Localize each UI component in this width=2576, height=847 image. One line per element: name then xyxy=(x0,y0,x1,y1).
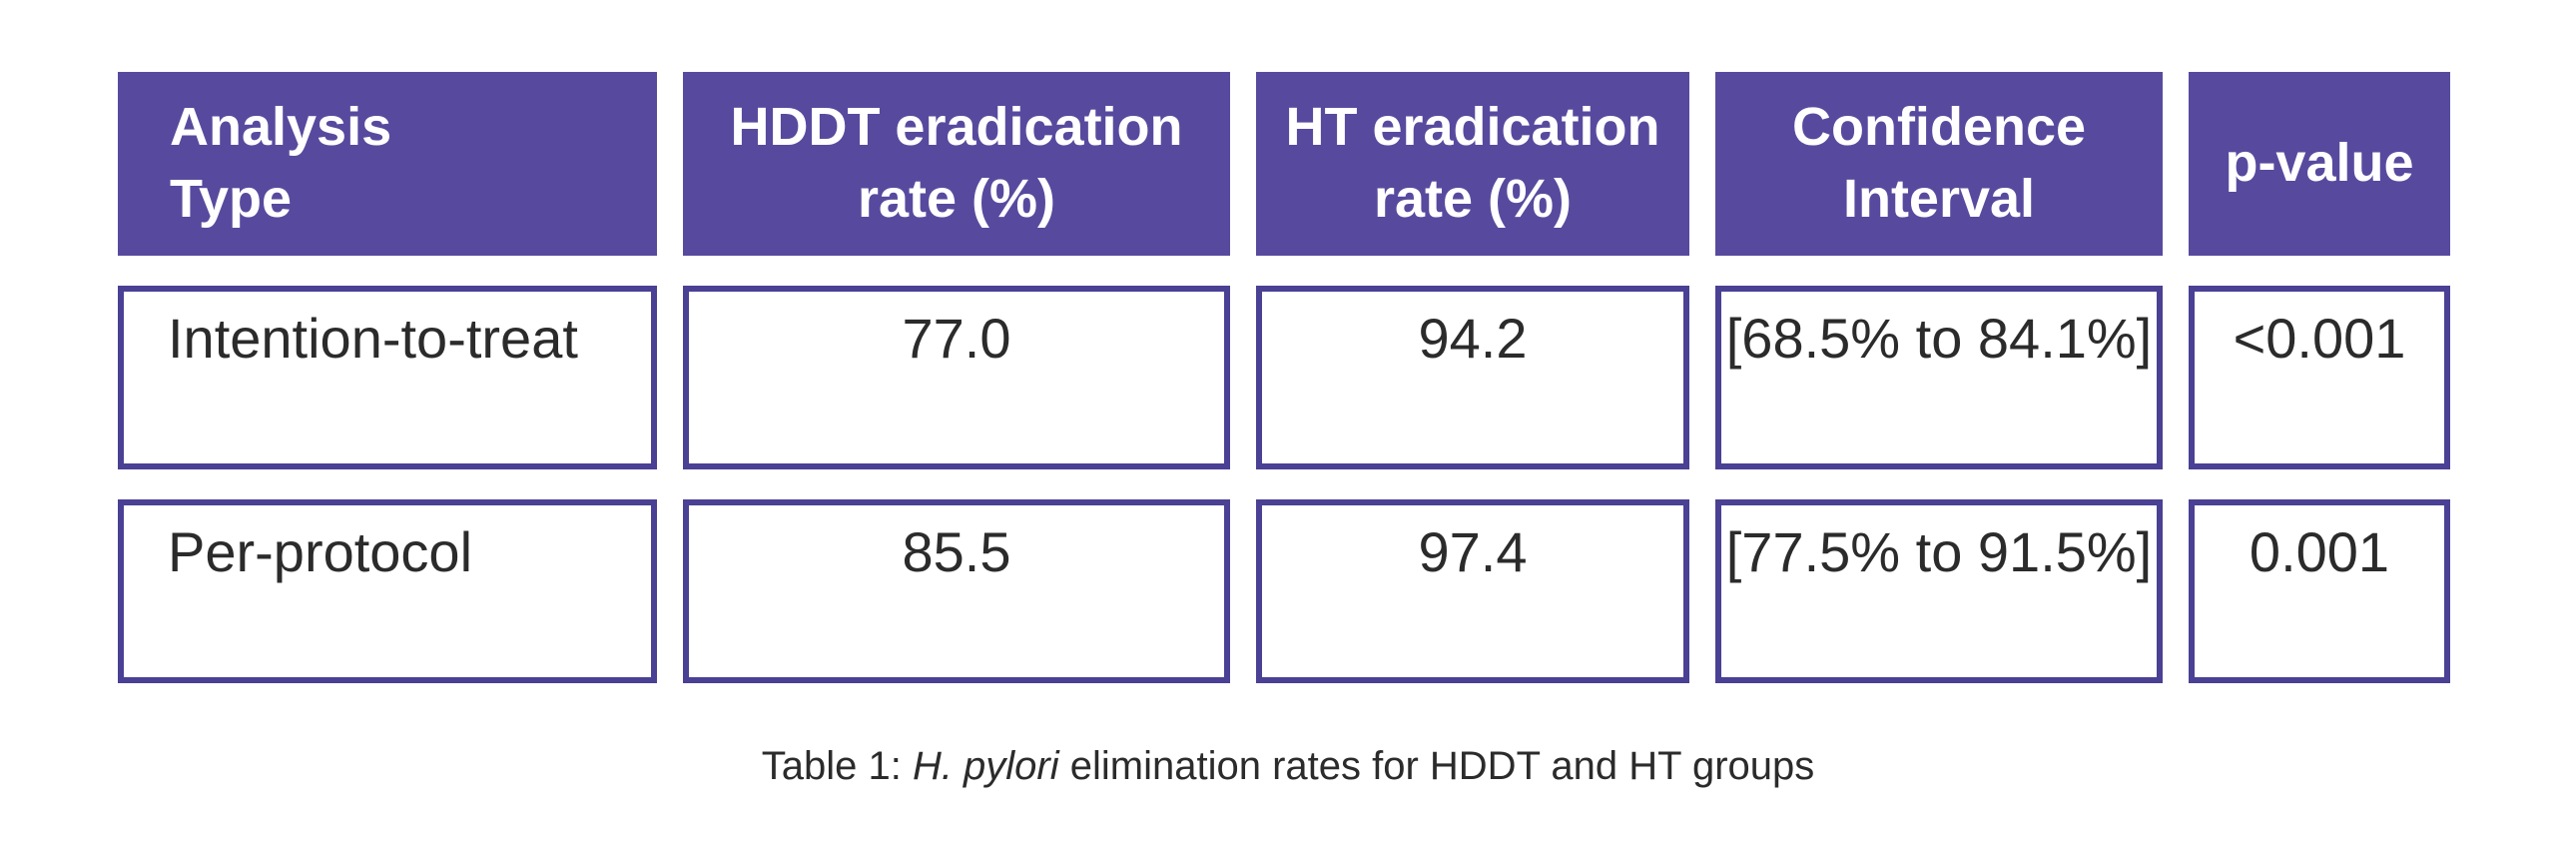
cell-value: 85.5 xyxy=(902,520,1011,583)
column-header-hddt-eradication-rate: HDDT eradication rate (%) xyxy=(683,72,1230,256)
caption-prefix: Table 1: xyxy=(761,744,913,788)
cell-value: 0.001 xyxy=(2249,520,2390,583)
column-header-label: HT eradication rate (%) xyxy=(1285,97,1660,229)
column-header-confidence-interval: Confidence Interval xyxy=(1715,72,2163,256)
cell-ht-eradication-rate: 94.2 xyxy=(1256,286,1689,469)
cell-value: 97.4 xyxy=(1418,520,1528,583)
cell-ht-eradication-rate: 97.4 xyxy=(1256,499,1689,683)
caption-species-italic: H. pylori xyxy=(912,744,1059,788)
cell-value: Per-protocol xyxy=(168,520,473,583)
column-header-label: Confidence Interval xyxy=(1791,97,2087,229)
caption-suffix: elimination rates for HDDT and HT groups xyxy=(1058,744,1815,788)
cell-value: [68.5% to 84.1%] xyxy=(1725,307,2153,370)
cell-value: <0.001 xyxy=(2233,307,2406,370)
column-header-analysis-type: Analysis Type xyxy=(118,72,657,256)
cell-value: [77.5% to 91.5%] xyxy=(1725,520,2153,583)
cell-value: 77.0 xyxy=(902,307,1011,370)
cell-confidence-interval: [68.5% to 84.1%] xyxy=(1715,286,2163,469)
cell-p-value: 0.001 xyxy=(2189,499,2450,683)
cell-confidence-interval: [77.5% to 91.5%] xyxy=(1715,499,2163,683)
cell-analysis-type: Intention-to-treat xyxy=(118,286,657,469)
cell-analysis-type: Per-protocol xyxy=(118,499,657,683)
column-header-ht-eradication-rate: HT eradication rate (%) xyxy=(1256,72,1689,256)
column-header-p-value: p-value xyxy=(2189,72,2450,256)
cell-p-value: <0.001 xyxy=(2189,286,2450,469)
cell-value: 94.2 xyxy=(1418,307,1528,370)
cell-hddt-eradication-rate: 85.5 xyxy=(683,499,1230,683)
table-caption: Table 1: H. pylori elimination rates for… xyxy=(0,742,2576,790)
column-header-label: HDDT eradication rate (%) xyxy=(730,97,1183,229)
cell-hddt-eradication-rate: 77.0 xyxy=(683,286,1230,469)
cell-value: Intention-to-treat xyxy=(168,307,578,370)
column-header-label: p-value xyxy=(2225,133,2414,194)
results-table: Analysis Type HDDT eradication rate (%) … xyxy=(118,72,2450,683)
column-header-label: Analysis Type xyxy=(170,97,392,229)
